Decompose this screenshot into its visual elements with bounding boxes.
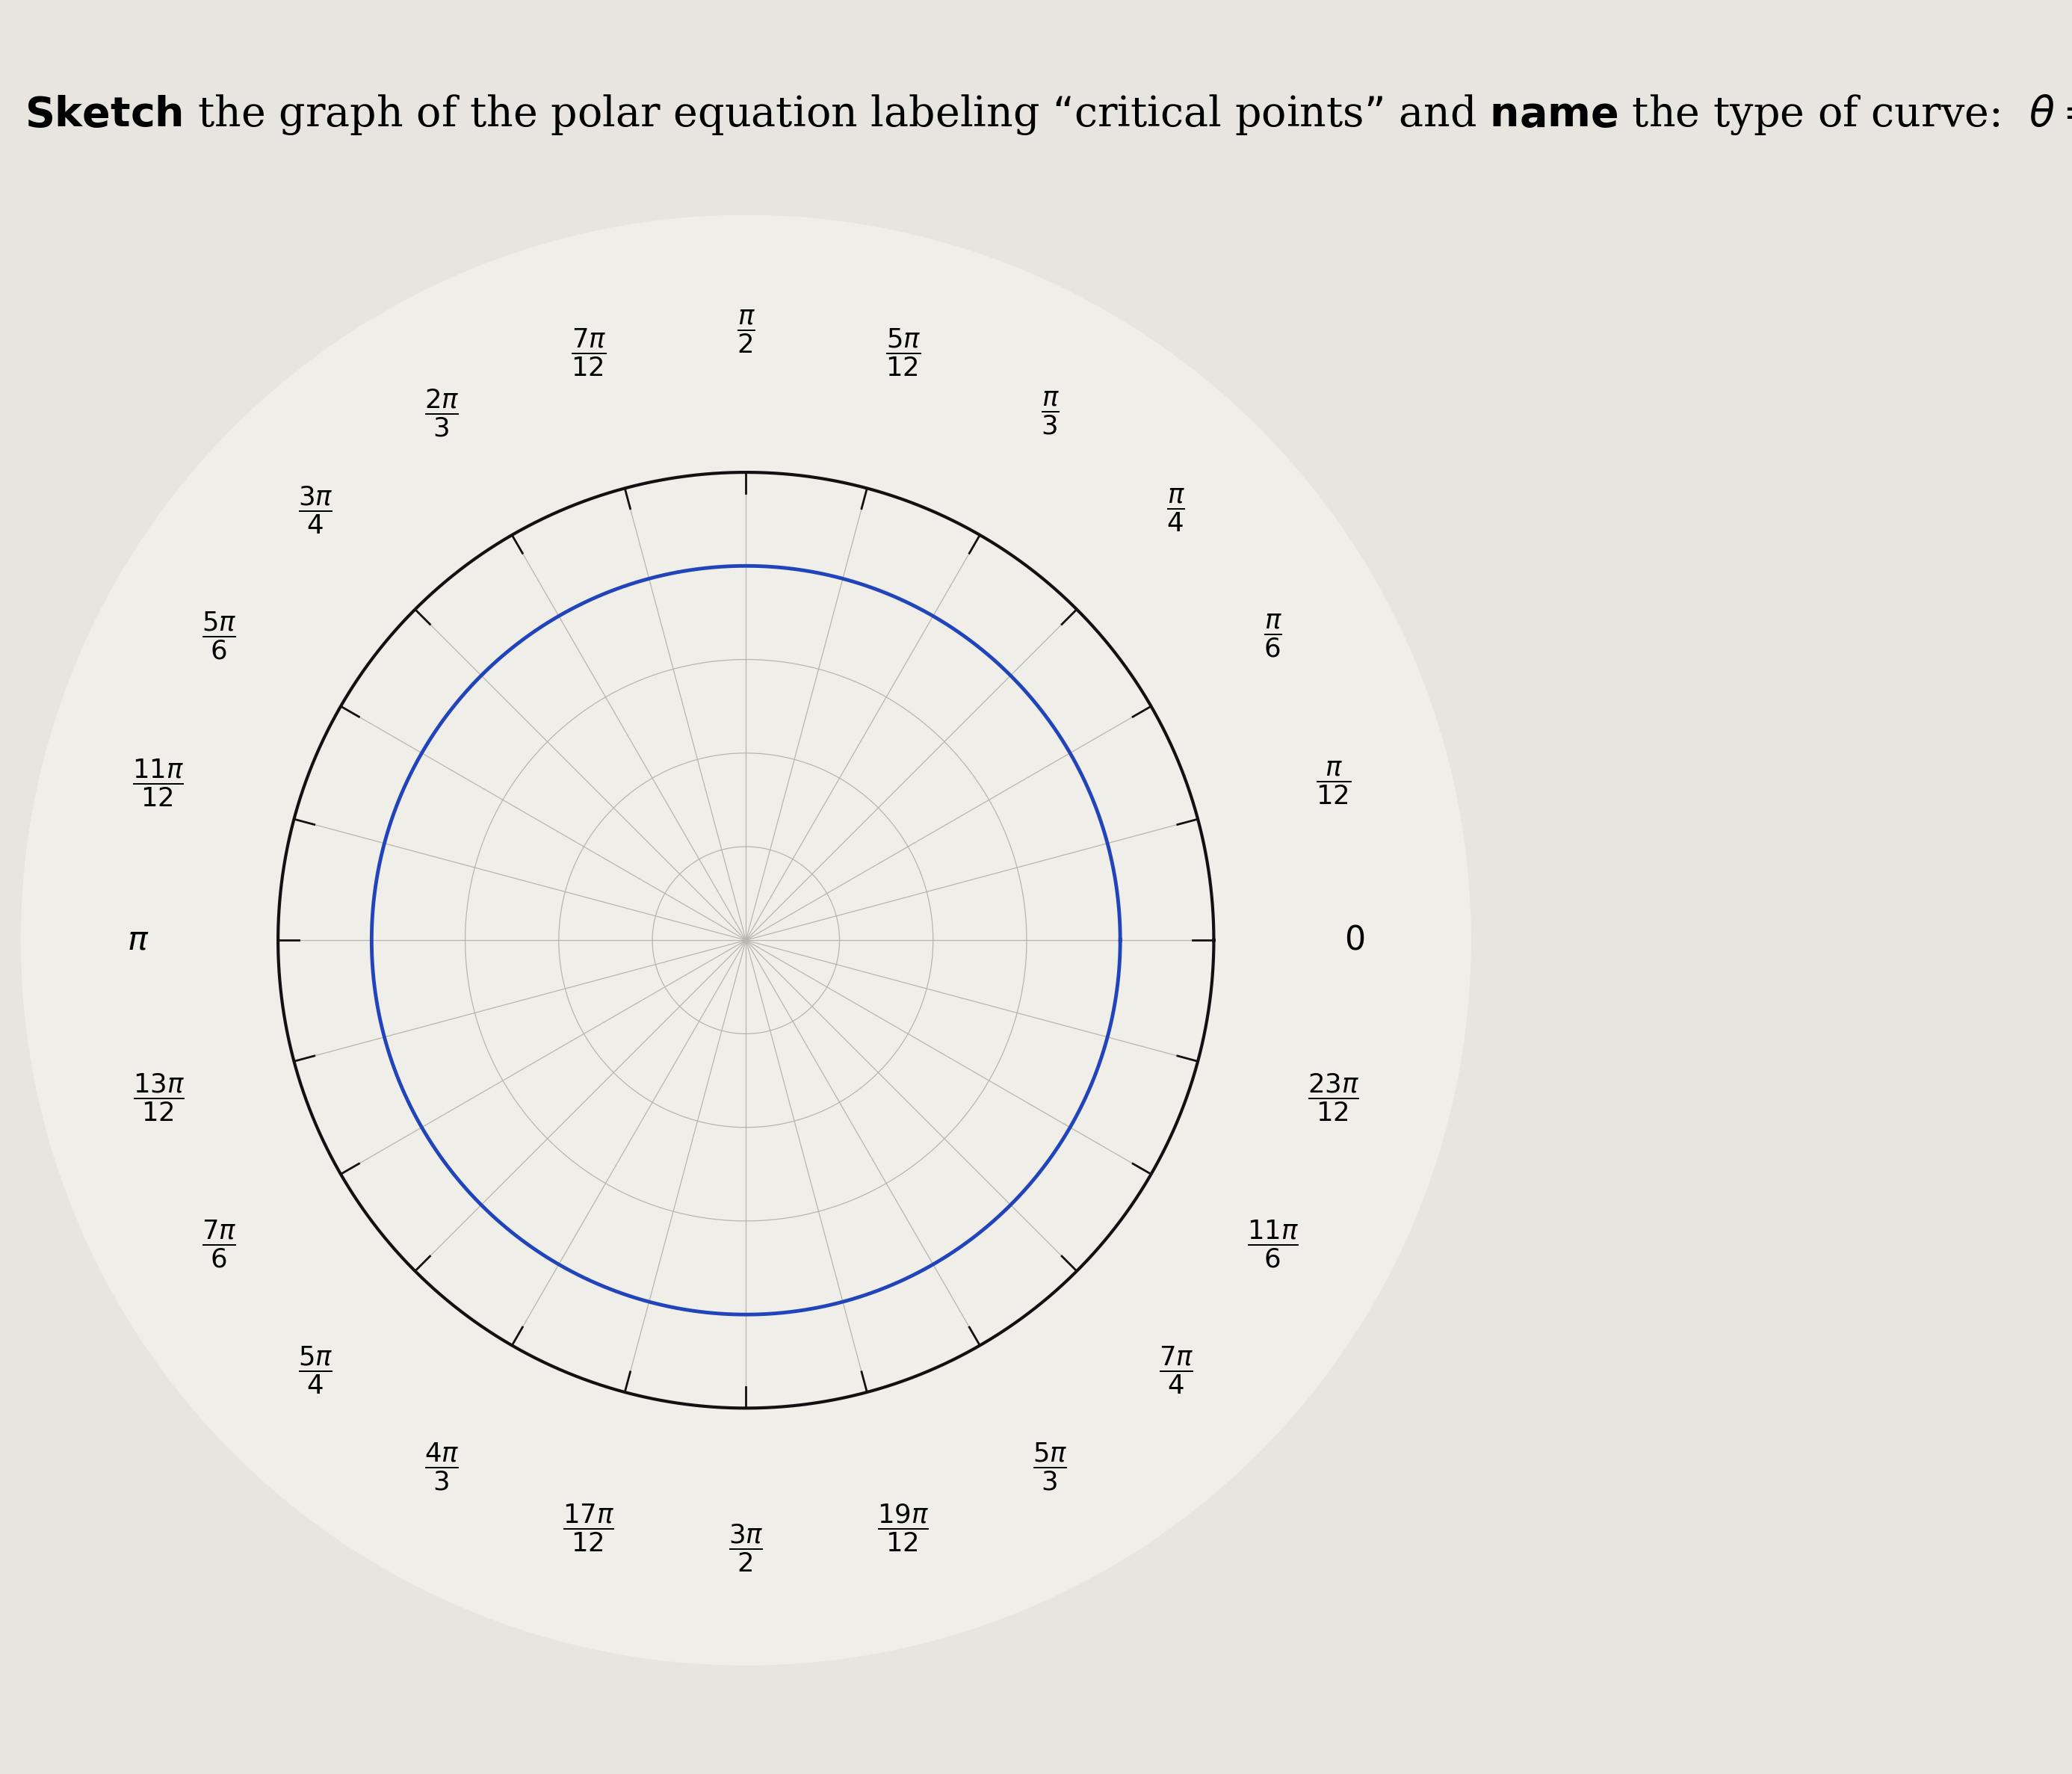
Text: $0$: $0$ bbox=[1345, 924, 1363, 956]
Text: $\mathbf{Sketch}$ the graph of the polar equation labeling “critical points” and: $\mathbf{Sketch}$ the graph of the polar… bbox=[25, 76, 2072, 154]
Text: $\dfrac{\pi}{6}$: $\dfrac{\pi}{6}$ bbox=[1264, 612, 1283, 660]
Text: $\dfrac{7\pi}{12}$: $\dfrac{7\pi}{12}$ bbox=[570, 326, 607, 378]
Text: $\dfrac{4\pi}{3}$: $\dfrac{4\pi}{3}$ bbox=[425, 1442, 460, 1492]
Text: $\dfrac{5\pi}{4}$: $\dfrac{5\pi}{4}$ bbox=[298, 1345, 334, 1396]
Text: $\dfrac{19\pi}{12}$: $\dfrac{19\pi}{12}$ bbox=[879, 1503, 928, 1554]
Text: $\dfrac{5\pi}{12}$: $\dfrac{5\pi}{12}$ bbox=[885, 326, 922, 378]
Text: $\dfrac{7\pi}{6}$: $\dfrac{7\pi}{6}$ bbox=[201, 1219, 236, 1270]
Text: $\dfrac{\pi}{12}$: $\dfrac{\pi}{12}$ bbox=[1316, 759, 1351, 805]
Text: $\dfrac{11\pi}{6}$: $\dfrac{11\pi}{6}$ bbox=[1247, 1219, 1299, 1270]
Text: $\dfrac{5\pi}{6}$: $\dfrac{5\pi}{6}$ bbox=[201, 610, 236, 662]
Text: $\dfrac{\pi}{2}$: $\dfrac{\pi}{2}$ bbox=[738, 309, 754, 355]
Text: $\dfrac{11\pi}{12}$: $\dfrac{11\pi}{12}$ bbox=[133, 757, 184, 809]
Text: $\dfrac{7\pi}{4}$: $\dfrac{7\pi}{4}$ bbox=[1158, 1345, 1193, 1396]
Text: $\dfrac{\pi}{4}$: $\dfrac{\pi}{4}$ bbox=[1167, 486, 1185, 534]
Text: $\dfrac{23\pi}{12}$: $\dfrac{23\pi}{12}$ bbox=[1307, 1071, 1359, 1123]
Text: $\dfrac{3\pi}{4}$: $\dfrac{3\pi}{4}$ bbox=[298, 484, 334, 536]
Text: $\dfrac{\pi}{3}$: $\dfrac{\pi}{3}$ bbox=[1040, 390, 1059, 436]
Text: $\dfrac{17\pi}{12}$: $\dfrac{17\pi}{12}$ bbox=[564, 1503, 613, 1554]
Text: $\dfrac{3\pi}{2}$: $\dfrac{3\pi}{2}$ bbox=[729, 1524, 762, 1574]
Text: $\dfrac{2\pi}{3}$: $\dfrac{2\pi}{3}$ bbox=[425, 389, 460, 438]
Text: $\dfrac{5\pi}{3}$: $\dfrac{5\pi}{3}$ bbox=[1032, 1442, 1067, 1492]
Text: $\pi$: $\pi$ bbox=[126, 924, 149, 956]
Text: $\dfrac{13\pi}{12}$: $\dfrac{13\pi}{12}$ bbox=[133, 1071, 184, 1123]
